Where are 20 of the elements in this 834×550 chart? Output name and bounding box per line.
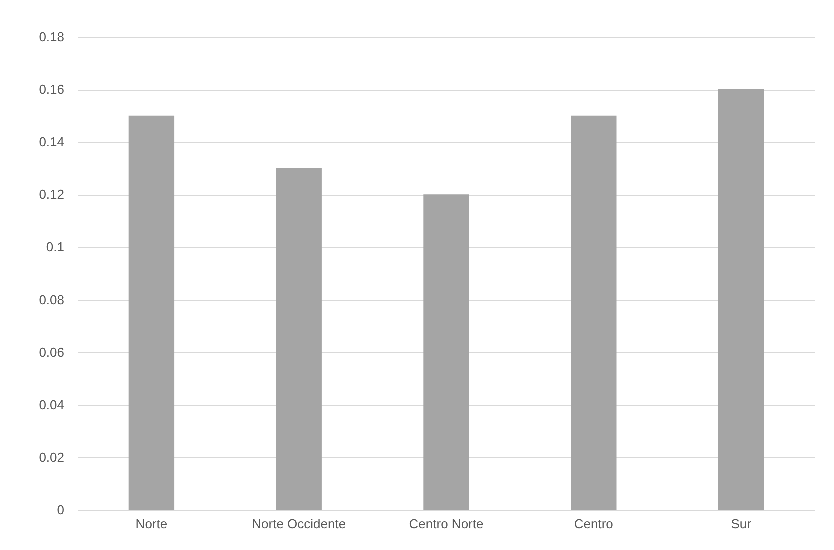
y-tick-label: 0.06 (39, 344, 64, 360)
y-tick-label: 0.02 (39, 450, 64, 465)
bar (276, 168, 322, 510)
bar (424, 194, 470, 510)
x-tick-label: Centro (574, 516, 614, 532)
bar (128, 116, 175, 510)
bar (718, 90, 764, 510)
x-tick-label: Norte Occidente (252, 516, 346, 532)
y-tick-label: 0.14 (39, 134, 64, 150)
x-tick-label: Norte (136, 516, 168, 532)
y-tick-label: 0.18 (39, 30, 64, 44)
x-tick-label: Sur (731, 516, 752, 532)
y-tick-label: 0 (57, 502, 64, 518)
y-tick-label: 0.04 (39, 397, 64, 412)
y-tick-label: 0.08 (39, 292, 64, 308)
y-tick-label: 0.16 (39, 82, 64, 98)
y-tick-label: 0.1 (46, 240, 64, 255)
x-tick-label: Centro Norte (409, 516, 484, 532)
y-tick-label: 0.12 (39, 187, 64, 202)
bar (571, 116, 617, 510)
